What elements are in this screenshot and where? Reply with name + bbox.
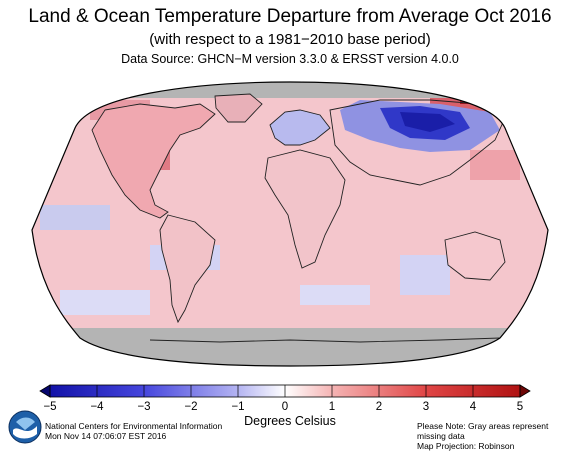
noaa-logo-icon [8, 410, 42, 444]
color-bar-tick-label: −5 [43, 401, 57, 413]
color-bar-tick-label: −2 [184, 401, 198, 413]
missing-data-antarctica [32, 328, 548, 366]
missing-data-note: Please Note: Gray areas represent missin… [417, 421, 549, 441]
data-source: Data Source: GHCN−M version 3.3.0 & ERSS… [121, 52, 459, 66]
org-name: National Centers for Environmental Infor… [45, 421, 223, 431]
color-bar-tick-label: 1 [328, 401, 336, 413]
color-bar [39, 384, 531, 398]
cold-anomaly-core [400, 112, 455, 132]
color-bar-tick-marks [49, 385, 521, 397]
color-bar-tick-label: −1 [231, 401, 245, 413]
color-bar-tick-label: −3 [137, 401, 151, 413]
warm-anomaly-patch [470, 150, 520, 180]
missing-data-north [32, 82, 548, 98]
color-bar-high-arrow [519, 384, 531, 398]
timestamp: Mon Nov 14 07:06:07 EST 2016 [45, 431, 167, 441]
coastlines [91, 93, 506, 343]
legend-units: Degrees Celsius [244, 414, 336, 428]
footer-note: Please Note: Gray areas represent missin… [417, 421, 572, 451]
ocean-cool-patch [300, 285, 370, 305]
map-subtitle: (with respect to a 1981−2010 base period… [149, 31, 431, 48]
color-bar-tick-label: 0 [281, 401, 289, 413]
asia [329, 99, 506, 186]
color-bar-low-arrow [39, 384, 51, 398]
antarctica-coast [149, 337, 501, 343]
projection-note: Map Projection: Robinson [417, 441, 515, 451]
ocean-cool-patch [60, 290, 150, 315]
ocean-cool-patch [40, 205, 110, 230]
north-america [91, 103, 216, 219]
south-america [159, 214, 216, 324]
color-bar-tick-label: 3 [422, 401, 430, 413]
footer-org: National Centers for Environmental Infor… [45, 421, 222, 441]
europe [269, 109, 331, 146]
australia [444, 231, 506, 281]
map-border [31, 81, 549, 367]
color-bar-tick-label: 5 [516, 401, 524, 413]
ocean-cool-patch [400, 255, 450, 295]
map-title: Land & Ocean Temperature Departure from … [28, 6, 552, 27]
color-bar-tick-label: 4 [469, 401, 477, 413]
color-bar-tick-label: 2 [375, 401, 383, 413]
greenland [214, 93, 263, 123]
africa [264, 149, 346, 269]
color-bar-tick-label: −4 [90, 401, 104, 413]
